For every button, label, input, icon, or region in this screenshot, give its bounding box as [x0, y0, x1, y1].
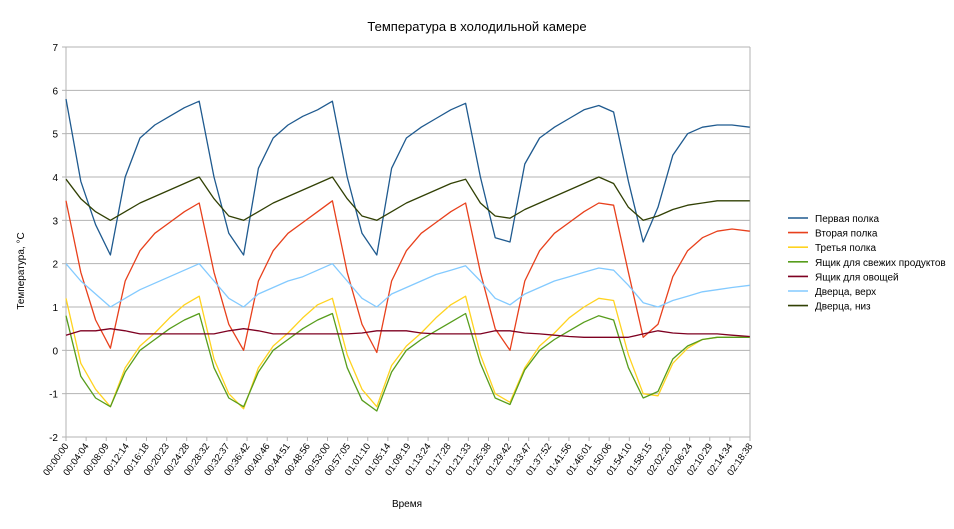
legend-label: Третья полка [815, 243, 877, 254]
series-line-3 [65, 295, 750, 410]
chart-title: Температура в холодильной камере [367, 19, 586, 34]
y-tick-label: 7 [52, 43, 58, 54]
series-line-5 [65, 328, 750, 338]
series-line-1 [65, 98, 750, 256]
series-line-6 [65, 263, 750, 308]
gridlines [65, 46, 751, 438]
y-tick-label: 0 [52, 346, 58, 357]
legend-label: Дверца, низ [815, 302, 871, 313]
y-tick-label: 1 [52, 303, 58, 314]
y-axis-ticks: -2 -1 0 1 2 3 4 5 6 7 [49, 43, 66, 444]
y-tick-label: 5 [52, 130, 58, 141]
legend-label: Ящик для свежих продуктов [815, 258, 946, 269]
legend-label: Дверца, верх [815, 287, 876, 298]
legend-label: Ящик для овощей [815, 272, 899, 283]
y-tick-label: 4 [52, 173, 58, 184]
legend-label: Первая полка [815, 214, 879, 225]
y-tick-label: -2 [49, 433, 58, 444]
y-tick-label: 2 [52, 260, 58, 271]
x-axis-title: Время [392, 499, 422, 510]
series-lines [65, 98, 750, 412]
series-line-7 [65, 176, 750, 221]
series-line-2 [65, 200, 750, 354]
x-axis-ticks: 00:00:0000:04:0400:08:0900:12:1400:16:18… [41, 437, 755, 478]
y-tick-label: 3 [52, 216, 58, 227]
y-tick-label: 6 [52, 86, 58, 97]
legend-label: Вторая полка [815, 229, 878, 240]
y-axis-title: Температура, °C [16, 232, 27, 309]
legend: Первая полка Вторая полка Третья полка Ящик… [788, 214, 946, 313]
series-line-4 [65, 312, 750, 412]
y-tick-label: -1 [49, 390, 58, 401]
